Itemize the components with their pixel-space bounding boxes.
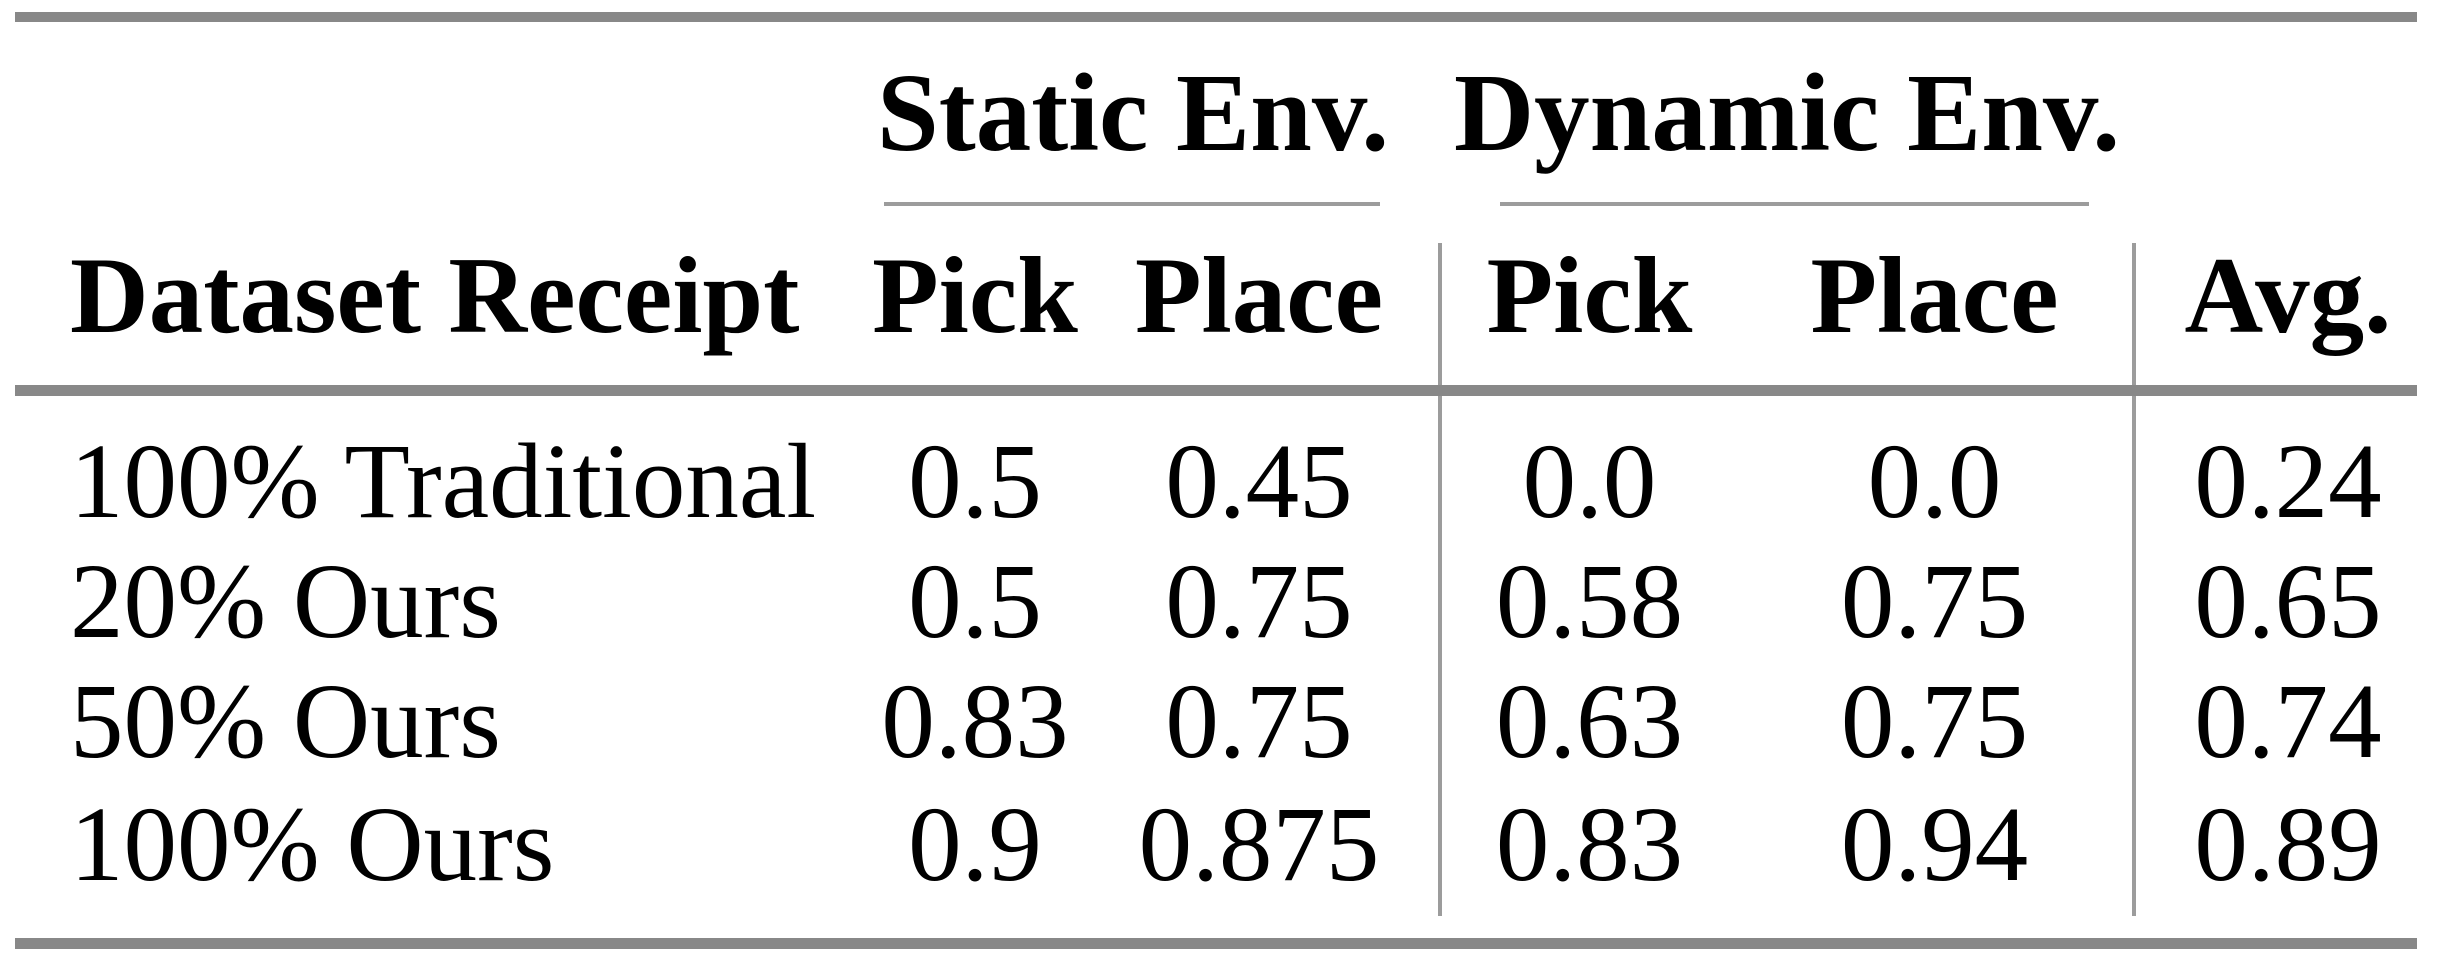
dynamic-env-underline (1500, 202, 2089, 206)
cell-dynamic-place: 0.0 (1867, 422, 2002, 541)
cell-static-pick: 0.5 (908, 422, 1042, 541)
cell-static-pick: 0.5 (908, 542, 1042, 661)
cell-dynamic-pick: 0.0 (1522, 422, 1657, 541)
column-header-static-place: Place (1134, 234, 1384, 356)
table-top-rule (15, 12, 2417, 22)
cell-dynamic-pick: 0.58 (1495, 542, 1684, 661)
separator-static-dynamic (1438, 243, 1442, 385)
column-header-dataset-receipt: Dataset Receipt (70, 234, 800, 356)
cell-dynamic-pick: 0.63 (1495, 662, 1684, 781)
column-header-avg: Avg. (2184, 234, 2392, 356)
group-header-static-env-label: Static Env. (877, 52, 1389, 175)
row-label: 100% Ours (70, 785, 555, 904)
spacer-cell (2136, 0, 2440, 205)
group-header-static-env: Static Env. (870, 0, 1438, 205)
cell-avg: 0.24 (2194, 422, 2382, 541)
cell-dynamic-pick: 0.83 (1495, 785, 1684, 904)
group-header-dynamic-env: Dynamic Env. (1442, 0, 2132, 205)
table-header-rule (15, 385, 2417, 396)
separator-dynamic-avg (2132, 396, 2136, 916)
separator-dynamic-avg (2132, 243, 2136, 385)
table-bottom-rule (15, 938, 2417, 949)
cell-static-place: 0.75 (1165, 542, 1353, 661)
cell-static-place: 0.75 (1165, 662, 1353, 781)
empty-corner-cell (0, 0, 870, 205)
spacer-row (0, 385, 2440, 422)
separator-static-dynamic (1438, 396, 1442, 916)
cell-avg: 0.65 (2194, 542, 2382, 661)
cell-static-place: 0.875 (1138, 785, 1380, 904)
column-header-static-pick: Pick (872, 234, 1078, 356)
cell-static-pick: 0.9 (908, 785, 1042, 904)
cell-dynamic-place: 0.75 (1840, 542, 2029, 661)
static-env-underline (884, 202, 1380, 206)
column-header-dynamic-place: Place (1810, 234, 2059, 356)
cell-dynamic-place: 0.75 (1840, 662, 2029, 781)
cell-avg: 0.89 (2194, 785, 2382, 904)
cell-avg: 0.74 (2194, 662, 2382, 781)
row-label: 50% Ours (70, 662, 501, 781)
cell-static-pick: 0.83 (881, 662, 1069, 781)
cell-dynamic-place: 0.94 (1840, 785, 2029, 904)
column-header-dynamic-pick: Pick (1486, 234, 1693, 356)
row-label: 20% Ours (70, 542, 501, 661)
cell-static-place: 0.45 (1165, 422, 1353, 541)
row-label: 100% Traditional (70, 422, 817, 541)
group-header-dynamic-env-label: Dynamic Env. (1453, 52, 2121, 175)
